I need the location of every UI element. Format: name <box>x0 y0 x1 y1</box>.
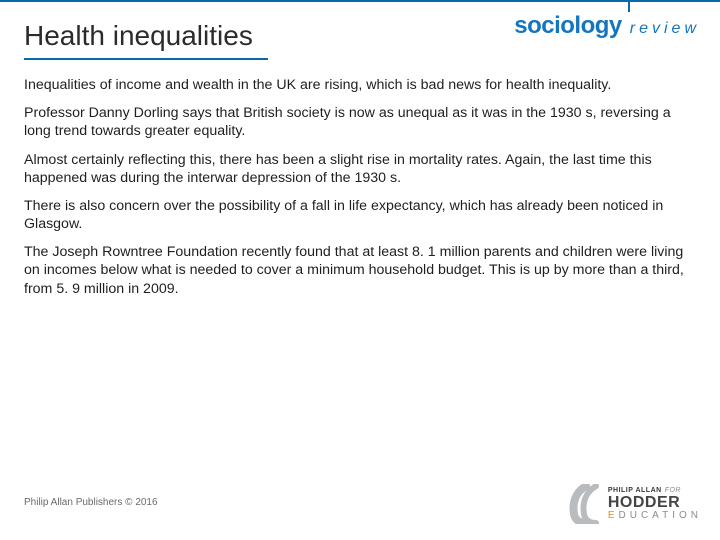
publisher-line1-italic: FOR <box>665 487 681 494</box>
paragraph: Inequalities of income and wealth in the… <box>24 76 696 94</box>
paragraph: The Joseph Rowntree Foundation recently … <box>24 243 696 298</box>
slide: Health inequalities sociology review Ine… <box>0 0 720 540</box>
brand-review: review <box>630 20 700 38</box>
brand-logo: sociology review <box>514 12 700 40</box>
paragraph: Professor Danny Dorling says that Britis… <box>24 104 696 140</box>
publisher-logo-text: PHILIP ALLANFOR HODDER EDUCATION <box>608 487 702 521</box>
top-rule <box>0 0 720 2</box>
publisher-mark-icon <box>566 484 600 524</box>
publisher-line2: HODDER <box>608 495 702 511</box>
publisher-logo: PHILIP ALLANFOR HODDER EDUCATION <box>566 484 702 524</box>
paragraph: There is also concern over the possibili… <box>24 197 696 233</box>
right-rule-tick <box>628 0 630 12</box>
publisher-line3: EDUCATION <box>608 511 702 521</box>
brand-word: sociology <box>514 12 622 40</box>
publisher-line1-strong: PHILIP ALLAN <box>608 487 662 494</box>
paragraph: Almost certainly reflecting this, there … <box>24 151 696 187</box>
title-underline <box>24 58 268 60</box>
publisher-line3-orange: E <box>608 510 619 521</box>
page-title: Health inequalities <box>24 20 253 52</box>
footer-copyright: Philip Allan Publishers © 2016 <box>24 497 158 508</box>
publisher-line1: PHILIP ALLANFOR <box>608 487 702 494</box>
body-text: Inequalities of income and wealth in the… <box>24 76 696 308</box>
publisher-line3-rest: DUCATION <box>619 510 702 521</box>
